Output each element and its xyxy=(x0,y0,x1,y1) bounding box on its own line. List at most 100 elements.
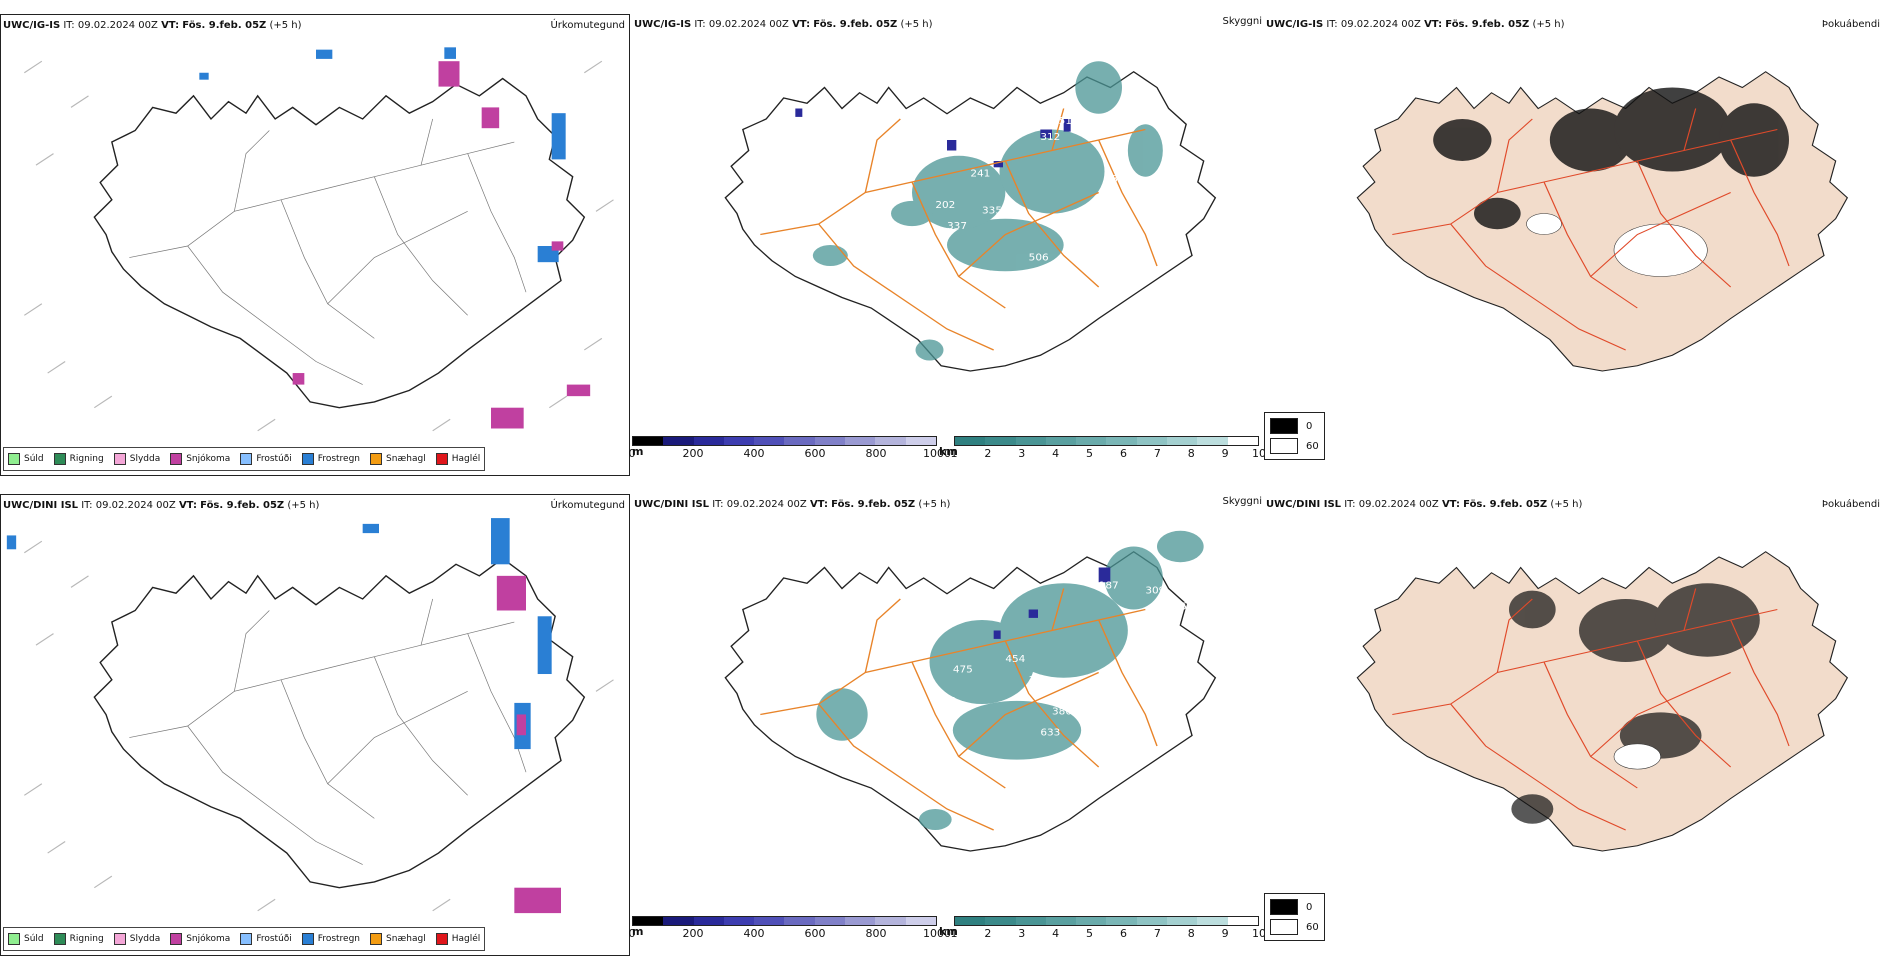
visibility-value-label: 506 xyxy=(1029,253,1049,263)
colorbar-cell xyxy=(754,917,785,925)
colorbar-tick-label: 3 xyxy=(1018,927,1026,940)
iceland-map: 187 309 552 475 454 309 517 380 633 xyxy=(724,530,1217,852)
colorbar-cell xyxy=(1136,437,1168,445)
legend-item: Slydda xyxy=(113,933,160,945)
colorbar-tick-label: 200 xyxy=(682,927,704,940)
visibility-ticks: 1 2 3 4 5 6 7 8 9 10 xyxy=(951,926,1267,940)
colorbar-cell xyxy=(1076,437,1107,445)
colorbar-tick-label: 2 xyxy=(984,447,992,460)
colorbar-tick-label: 0 xyxy=(628,927,636,940)
colorbar-tick-label: 8 xyxy=(1187,927,1195,940)
colorbar-tick-label: 200 xyxy=(682,447,704,460)
legend-item: Snjókoma xyxy=(170,933,230,945)
legend-item: Frostúði xyxy=(240,453,292,465)
legend-item: Frostúði xyxy=(240,933,292,945)
colorbar-tick-label: 8 xyxy=(1187,447,1195,460)
colorbar-tick-label: 400 xyxy=(743,927,765,940)
visibility-value-label: 633 xyxy=(1040,728,1060,738)
panel-type: Þokuábendi xyxy=(1821,19,1880,30)
colorbar-cell xyxy=(875,917,906,925)
visibility-unit: km xyxy=(939,925,958,938)
colorbar-tick-label: 400 xyxy=(743,447,765,460)
legend-item: Súld xyxy=(8,933,44,945)
colorbar-tick-label: 1000 xyxy=(923,447,951,460)
precip-type-panel-2: UWC/DINI ISL IT: 09.02.2024 00Z VT: Fös.… xyxy=(0,494,630,956)
colorbar-cell xyxy=(1076,917,1107,925)
legend-item: Frostregn xyxy=(301,453,360,465)
legend-item: Frostregn xyxy=(301,933,360,945)
legend-item: Slydda xyxy=(113,453,160,465)
visibility-value-label: 183 xyxy=(1105,174,1125,184)
colorbar-cell xyxy=(985,437,1016,445)
visibility-scale xyxy=(954,436,1259,446)
colorbar-cell xyxy=(814,917,846,925)
colorbar-cell xyxy=(985,917,1016,925)
visibility-value-label: 202 xyxy=(935,201,955,211)
visibility-panel-1: 451 312 241 335 202 337 506 183 466 UWC/IG-IS IT… xyxy=(628,14,1267,476)
elevation-ticks: 0 200 400 600 800 1000 xyxy=(628,926,952,940)
colorbar-cell xyxy=(1167,437,1198,445)
fog-legend: 0 60 xyxy=(1264,412,1325,460)
precip-legend: Súld Rigning Slydda Snjókoma Frostúði Fr… xyxy=(3,447,486,471)
colorbar-cell xyxy=(723,437,755,445)
colorbar-tick-label: 1000 xyxy=(923,927,951,940)
colorbar-tick-label: 4 xyxy=(1052,447,1060,460)
colorbar-cell xyxy=(663,917,694,925)
visibility-value-label: 517 xyxy=(935,696,955,706)
colorbar-cell xyxy=(784,437,815,445)
visibility-value-label: 309 xyxy=(1145,586,1165,596)
visibility-scale xyxy=(954,916,1259,926)
visibility-value-label: 552 xyxy=(1180,602,1200,612)
colorbar-cell xyxy=(693,437,724,445)
panel-type: Þokuábendi xyxy=(1821,499,1880,510)
visibility-panel-2: 187 309 552 475 454 309 517 380 633 UWC/DINI ISL… xyxy=(628,494,1267,956)
colorbar-tick-label: 2 xyxy=(984,927,992,940)
colorbar-tick-label: 7 xyxy=(1153,447,1161,460)
iceland-map xyxy=(24,47,614,432)
colorbar-cell xyxy=(1227,437,1258,445)
colorbar-cell xyxy=(845,437,876,445)
visibility-areas xyxy=(816,530,1204,830)
visibility-areas xyxy=(812,61,1163,361)
iceland-map xyxy=(6,518,614,914)
colorbar-tick-label: 5 xyxy=(1086,447,1094,460)
colorbar-cell xyxy=(1015,917,1046,925)
panel-title: UWC/IG-IS IT: 09.02.2024 00Z VT: Fös. 9.… xyxy=(1266,19,1565,30)
colorbar-cell xyxy=(1045,437,1077,445)
visibility-value-label: 187 xyxy=(1099,581,1119,591)
visibility-unit: km xyxy=(939,445,958,458)
precip-type-panel-1: UWC/IG-IS IT: 09.02.2024 00Z VT: Fös. 9.… xyxy=(0,14,630,476)
colorbar-tick-label: 9 xyxy=(1221,927,1229,940)
colorbar-tick-label: 7 xyxy=(1153,927,1161,940)
colorbar-cell xyxy=(1106,917,1137,925)
colorbar-tick-label: 1 xyxy=(950,447,958,460)
precip-areas xyxy=(199,47,591,429)
elevation-colorbar: 0 200 400 600 800 1000 xyxy=(628,916,952,942)
visibility-value-label: 337 xyxy=(947,222,967,232)
colorbar-tick-label: 10 xyxy=(1252,927,1266,940)
fog-clear-areas xyxy=(1613,743,1661,770)
colorbar-tick-label: 6 xyxy=(1119,447,1127,460)
colorbar-tick-label: 0 xyxy=(628,447,636,460)
colorbar-cell xyxy=(784,917,815,925)
colorbar-cell xyxy=(814,437,846,445)
colorbar-tick-label: 800 xyxy=(865,927,887,940)
visibility-colorbar: 1 2 3 4 5 6 7 8 9 10 xyxy=(950,436,1267,462)
colorbar-tick-label: 9 xyxy=(1221,447,1229,460)
legend-item: Rigning xyxy=(53,453,104,465)
panel-type: Skyggni xyxy=(1222,16,1262,27)
colorbar-cell xyxy=(1197,437,1228,445)
panel-type: Skyggni xyxy=(1222,496,1262,507)
visibility-value-label: 380 xyxy=(1052,707,1072,717)
colorbar-cell xyxy=(633,437,664,445)
fog-panel-1: UWC/IG-IS IT: 09.02.2024 00Z VT: Fös. 9.… xyxy=(1264,14,1894,476)
colorbar-cell xyxy=(723,917,755,925)
fog-clear-areas xyxy=(1526,213,1708,277)
visibility-ticks: 1 2 3 4 5 6 7 8 9 10 xyxy=(950,446,1267,460)
colorbar-cell xyxy=(905,437,936,445)
visibility-value-label: 466 xyxy=(1122,227,1142,237)
colorbar-cell xyxy=(1227,917,1258,925)
visibility-value-label: 475 xyxy=(953,665,973,675)
colorbar-tick-label: 3 xyxy=(1018,447,1026,460)
elevation-ticks: 0 200 400 600 800 1000 xyxy=(628,446,952,460)
